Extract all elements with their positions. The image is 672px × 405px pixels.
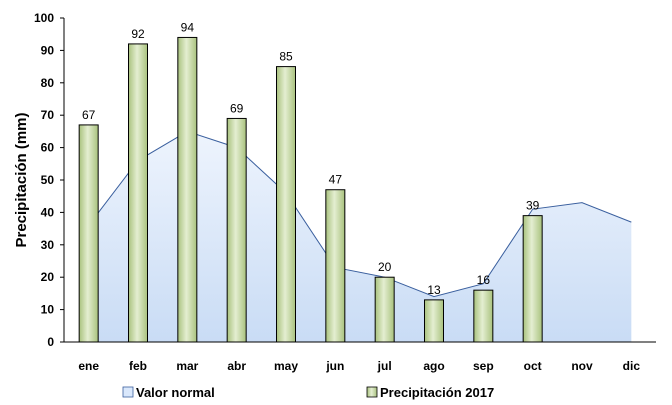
legend-item-precipitacion-2017: Precipitación 2017: [366, 385, 494, 400]
legend-label-valor-normal: Valor normal: [136, 385, 215, 400]
data-label-jun: 47: [329, 173, 343, 187]
y-tick-label: 90: [41, 43, 55, 57]
x-tick-label-nov: nov: [571, 359, 593, 373]
bar-ago: [424, 299, 444, 343]
y-tick-label: 30: [41, 238, 55, 252]
legend-swatch-valor-normal: [122, 386, 134, 398]
y-tick-label: 60: [41, 141, 55, 155]
legend-label-precipitacion-2017: Precipitación 2017: [380, 385, 494, 400]
x-tick-label-jun: jun: [325, 359, 344, 373]
y-tick-label: 40: [41, 205, 55, 219]
data-label-layer: 67 92 94 69 85 47 20 13 16 39: [82, 20, 540, 296]
bar-mar: [177, 36, 198, 343]
x-tick-label-mar: mar: [176, 359, 198, 373]
data-label-ene: 67: [82, 108, 96, 122]
bar-abr: [226, 117, 247, 343]
data-label-may: 85: [279, 50, 293, 64]
y-axis-label: Precipitación (mm): [13, 112, 30, 247]
x-tick-label-abr: abr: [227, 359, 246, 373]
bar-jul: [374, 276, 395, 343]
bar-may: [276, 66, 296, 343]
y-tick-label: 50: [41, 173, 55, 187]
data-label-mar: 94: [181, 20, 195, 34]
x-tick-label-jul: jul: [377, 359, 392, 373]
legend: Valor normal Precipitación 2017: [122, 385, 494, 400]
x-tick-label-ago: ago: [423, 359, 444, 373]
data-label-sep: 16: [477, 273, 491, 287]
x-tick-label-oct: oct: [524, 359, 542, 373]
x-tick-label-sep: sep: [473, 359, 494, 373]
y-tick-label: 100: [34, 11, 54, 25]
legend-swatch-precipitacion-2017: [366, 386, 378, 398]
data-label-oct: 39: [526, 199, 540, 213]
y-tick-label: 80: [41, 76, 55, 90]
data-label-jul: 20: [378, 260, 392, 274]
bar-ene: [78, 124, 99, 343]
x-tick-label-feb: feb: [129, 359, 147, 373]
bar-jun: [325, 189, 346, 343]
x-tick-label-ene: ene: [78, 359, 99, 373]
data-label-abr: 69: [230, 101, 244, 115]
area-layer: [88, 130, 632, 342]
area-valor-normal: [88, 131, 632, 342]
y-tick-label: 70: [41, 108, 55, 122]
bar-oct: [522, 215, 543, 343]
y-tick-label: 0: [47, 335, 54, 349]
y-tick-label: 20: [41, 270, 55, 284]
y-tick-label: 10: [41, 303, 55, 317]
axis-layer: 0 10 20 30 40 50 60 70 80 90 100 ene feb mar abr may jun…: [34, 11, 656, 373]
x-tick-label-may: may: [274, 359, 298, 373]
bar-sep: [473, 289, 494, 343]
data-label-feb: 92: [131, 27, 145, 41]
bar-feb: [128, 43, 148, 343]
bar-layer: [78, 36, 543, 343]
data-label-ago: 13: [427, 283, 441, 297]
x-tick-label-dic: dic: [623, 359, 641, 373]
legend-item-valor-normal: Valor normal: [122, 385, 215, 400]
